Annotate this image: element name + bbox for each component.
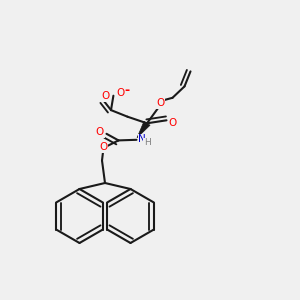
Text: H: H bbox=[144, 138, 151, 147]
Text: O: O bbox=[96, 127, 104, 137]
Text: O: O bbox=[102, 91, 110, 101]
Text: O: O bbox=[168, 118, 177, 128]
Polygon shape bbox=[137, 122, 150, 138]
Text: O: O bbox=[117, 88, 125, 98]
Text: N: N bbox=[138, 134, 146, 144]
Text: -: - bbox=[124, 84, 130, 97]
Text: O: O bbox=[99, 142, 108, 152]
Text: O: O bbox=[156, 98, 164, 108]
